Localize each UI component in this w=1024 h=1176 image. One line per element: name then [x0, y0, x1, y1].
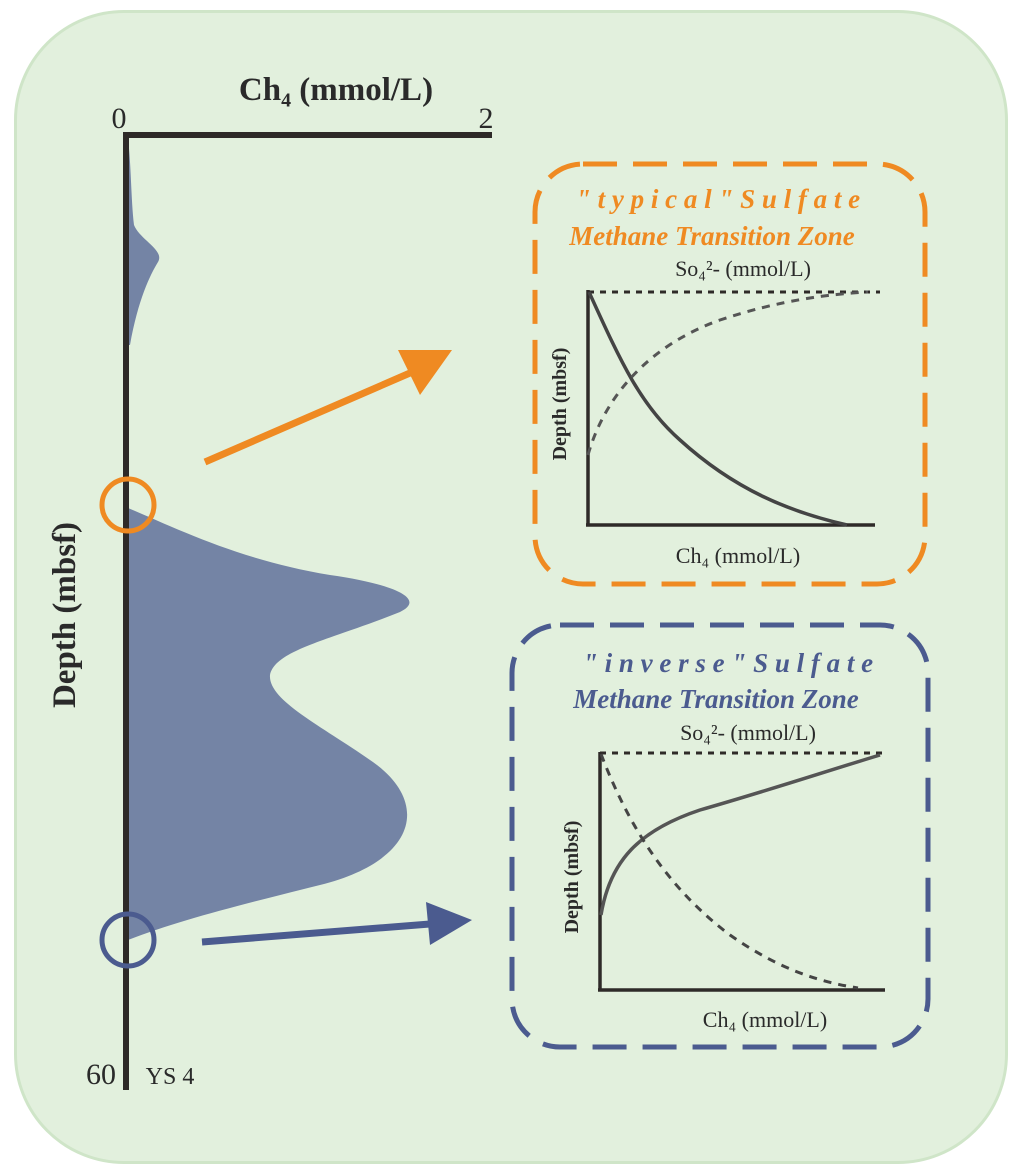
typical-box-ch4-curve — [587, 291, 848, 527]
inverse-smtz-marker-circle — [99, 911, 157, 969]
typical-box-bottom-axis-label: Ch₄ (mmol/L) — [676, 543, 800, 568]
main-x-axis-label: Ch₄ (mmol/L) — [239, 72, 433, 108]
orange-arrow-head — [398, 350, 452, 395]
typical-box-so4-curve — [586, 290, 869, 456]
typical-box-top-axis-label: So₄²- (mmol/L) — [675, 256, 811, 281]
typical-box-title-line1: " t y p i c a l " S u l f a t e — [576, 184, 860, 214]
inverse-box-title-line1: " i n v e r s e " S u l f a t e — [583, 648, 873, 678]
typical-smtz-box — [532, 161, 928, 587]
inverse-box-title-line2: Methane Transition Zone — [572, 684, 859, 714]
site-label: YS 4 — [146, 1064, 195, 1090]
blue-arrow-shaft — [201, 920, 431, 946]
typical-box-title-line2: Methane Transition Zone — [568, 221, 855, 251]
inverse-box-y-axis-label: Depth (mbsf) — [561, 821, 583, 934]
typical-box-y-axis-label: Depth (mbsf) — [549, 348, 571, 461]
main-x-min-label: 0 — [112, 102, 127, 135]
inverse-box-so4-curve — [599, 753, 859, 990]
inverse-box-ch4-curve — [599, 753, 881, 916]
main-y-max-label: 60 — [86, 1058, 116, 1091]
inverse-box-top-axis-label: So₄²- (mmol/L) — [680, 720, 816, 745]
typical-smtz-marker-circle — [99, 476, 157, 534]
orange-arrow-shaft — [203, 369, 412, 466]
main-x-max-label: 2 — [479, 102, 494, 135]
inverse-smtz-box — [509, 622, 931, 1050]
methane-profile-upper-peak — [128, 140, 160, 345]
blue-arrow-head — [426, 902, 472, 945]
methane-profile-main — [128, 508, 410, 940]
inverse-box-bottom-axis-label: Ch₄ (mmol/L) — [703, 1007, 827, 1032]
main-y-axis-label: Depth (mbsf) — [47, 522, 83, 708]
